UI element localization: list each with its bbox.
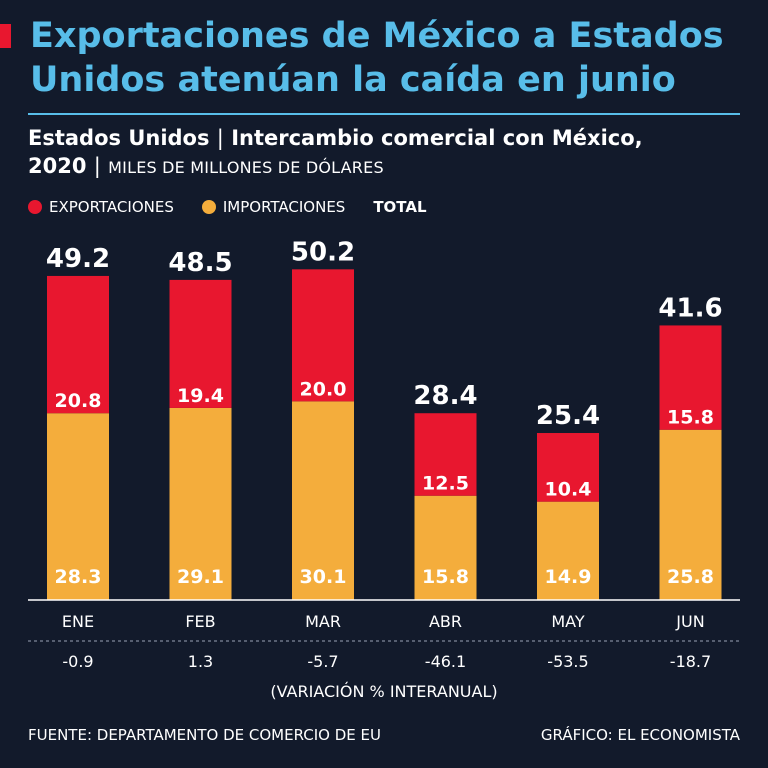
bar-exports-ene bbox=[47, 275, 109, 414]
label-imports-jun: 25.8 bbox=[667, 566, 714, 588]
bar-exports-feb bbox=[169, 279, 232, 408]
label-total-may: 25.4 bbox=[536, 401, 600, 431]
label-exports-ene: 20.8 bbox=[55, 390, 102, 412]
legend-exports-label: EXPORTACIONES bbox=[49, 198, 174, 216]
label-imports-ene: 28.3 bbox=[55, 566, 102, 588]
x-tick-abr: ABR bbox=[429, 612, 462, 631]
source-note: FUENTE: DEPARTAMENTO DE COMERCIO DE EU bbox=[28, 726, 382, 744]
label-total-jun: 41.6 bbox=[658, 293, 722, 323]
legend-item-imports: IMPORTACIONES bbox=[201, 198, 346, 216]
variation-feb: 1.3 bbox=[188, 652, 213, 671]
variation-jun: -18.7 bbox=[670, 652, 711, 671]
x-tick-may: MAY bbox=[551, 612, 585, 631]
bar-exports-jun bbox=[659, 325, 722, 430]
bar-imports-ene bbox=[47, 413, 109, 600]
subtitle-separator-2: | bbox=[93, 154, 101, 178]
x-tick-mar: MAR bbox=[305, 612, 341, 631]
headline: Exportaciones de México a Estados Unidos… bbox=[30, 16, 724, 100]
chart-subtitle: Estados Unidos | Intercambio comercial c… bbox=[28, 124, 748, 182]
subtitle-topic: Intercambio comercial con México, bbox=[231, 126, 643, 150]
legend-exports-swatch bbox=[28, 200, 42, 214]
accent-mark bbox=[0, 24, 11, 48]
variation-mar: -5.7 bbox=[307, 652, 338, 671]
label-imports-abr: 15.8 bbox=[422, 566, 469, 588]
label-exports-jun: 15.8 bbox=[667, 407, 714, 429]
variation-ene: -0.9 bbox=[62, 652, 93, 671]
bar-imports-abr bbox=[414, 495, 477, 600]
label-exports-abr: 12.5 bbox=[422, 473, 469, 495]
label-imports-may: 14.9 bbox=[545, 566, 592, 588]
bar-imports-jun bbox=[659, 429, 722, 600]
label-total-mar: 50.2 bbox=[291, 237, 355, 267]
legend-imports-swatch bbox=[201, 200, 216, 214]
legend-item-exports: EXPORTACIONES bbox=[28, 198, 174, 216]
legend-imports-label: IMPORTACIONES bbox=[222, 198, 346, 216]
label-exports-may: 10.4 bbox=[545, 479, 592, 501]
label-total-ene: 49.2 bbox=[46, 244, 110, 274]
label-imports-mar: 30.1 bbox=[300, 566, 347, 588]
x-tick-feb: FEB bbox=[185, 612, 215, 631]
label-total-feb: 48.5 bbox=[168, 248, 232, 278]
bar-imports-mar bbox=[292, 401, 354, 600]
x-tick-ene: ENE bbox=[62, 612, 94, 631]
title-rule bbox=[28, 113, 740, 115]
legend: EXPORTACIONES IMPORTACIONES TOTAL bbox=[28, 198, 427, 216]
label-exports-mar: 20.0 bbox=[300, 378, 347, 400]
label-total-abr: 28.4 bbox=[413, 381, 477, 411]
variation-abr: -46.1 bbox=[425, 652, 466, 671]
variation-caption: (VARIACIÓN % INTERANUAL) bbox=[270, 682, 497, 701]
bar-exports-mar bbox=[292, 269, 354, 402]
label-imports-feb: 29.1 bbox=[177, 566, 224, 588]
bar-imports-feb bbox=[169, 407, 232, 600]
credit-note: GRÁFICO: EL ECONOMISTA bbox=[540, 726, 740, 744]
bar-exports-may bbox=[537, 433, 599, 502]
label-exports-feb: 19.4 bbox=[177, 385, 224, 407]
bar-exports-abr bbox=[414, 413, 477, 496]
subtitle-main: Estados Unidos bbox=[28, 126, 210, 150]
subtitle-units: MILES DE MILLONES DE DÓLARES bbox=[108, 158, 384, 177]
x-tick-jun: JUN bbox=[675, 612, 704, 631]
bar-imports-may bbox=[537, 501, 599, 600]
legend-total-label: TOTAL bbox=[373, 198, 427, 216]
subtitle-separator: | bbox=[216, 126, 224, 150]
variation-may: -53.5 bbox=[547, 652, 588, 671]
subtitle-year: 2020 bbox=[28, 154, 87, 178]
